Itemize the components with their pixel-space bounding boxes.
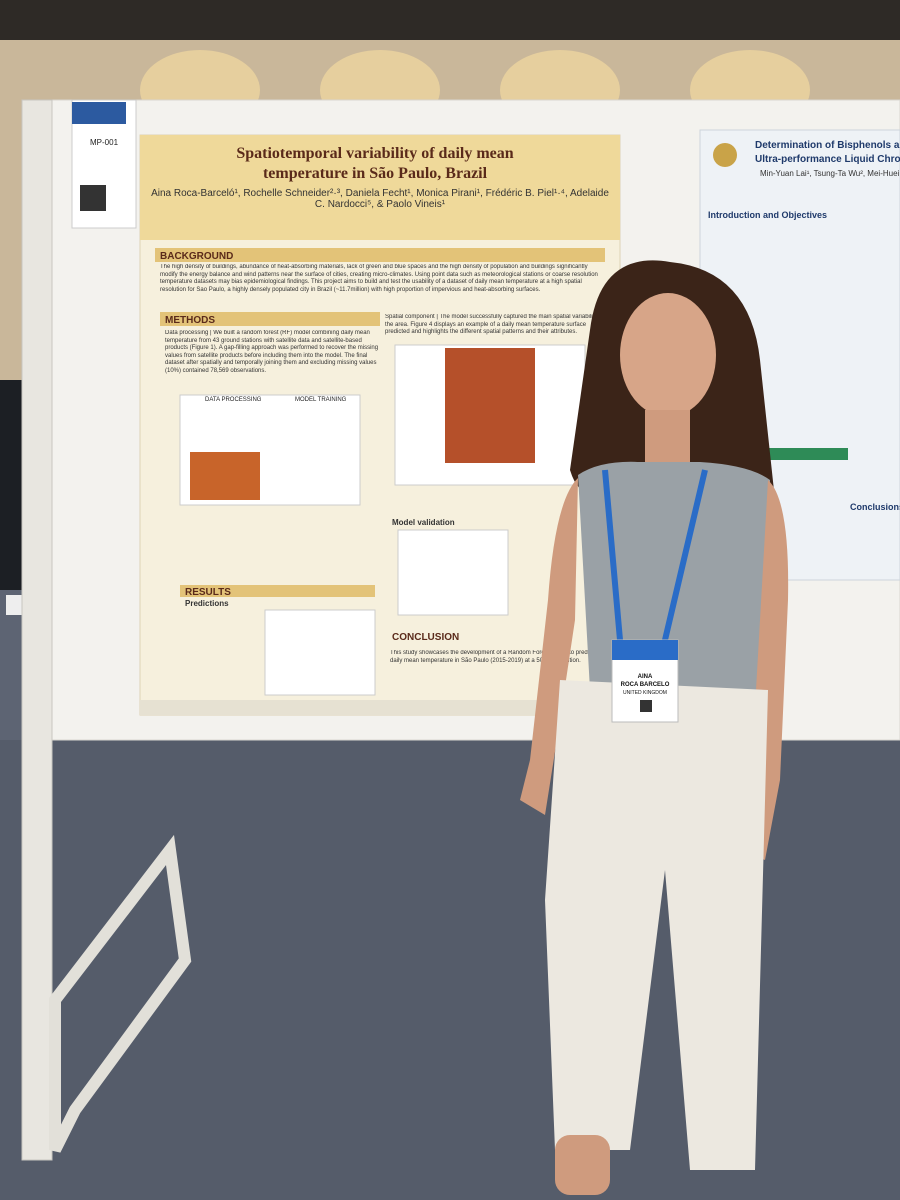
- subheading: Predictions: [185, 599, 229, 608]
- poster-footer: [140, 700, 620, 715]
- figure-label: DATA PROCESSING: [205, 397, 262, 403]
- badge-name: ROCA BARCELO: [621, 682, 670, 688]
- section-heading: METHODS: [165, 315, 215, 326]
- arm: [520, 478, 578, 815]
- badge-name: AINA: [638, 674, 653, 680]
- figure: [397, 529, 509, 616]
- poster-title: temperature in São Paulo, Brazil: [263, 165, 488, 182]
- paragraph: Data processing | We built a random fore…: [165, 330, 379, 374]
- poster-authors-text: Aina Roca-Barceló¹, Rochelle Schneider²·…: [151, 188, 609, 210]
- paragraph: Spatial component | The model successful…: [385, 314, 604, 335]
- face: [620, 293, 716, 417]
- top: [578, 461, 770, 690]
- section-bar: [180, 585, 375, 597]
- board-id: MP-001: [90, 138, 119, 147]
- spatial-text: Spatial component | The model successful…: [385, 314, 604, 335]
- paragraph: This study showcases the development of …: [390, 650, 594, 664]
- logo: [713, 143, 737, 167]
- trousers: [545, 680, 768, 1170]
- poster-title: Spatiotemporal variability of daily mean: [236, 145, 513, 162]
- section-heading: BACKGROUND: [160, 251, 233, 262]
- section-bar: [155, 248, 605, 262]
- green-band: [768, 448, 848, 460]
- section-bar: [160, 312, 380, 326]
- neck: [645, 410, 690, 470]
- section-heading: CONCLUSION: [392, 632, 459, 643]
- poster-header: [140, 135, 620, 240]
- ceiling: [0, 0, 900, 40]
- figure: [264, 609, 376, 696]
- poster-authors: Aina Roca-Barceló¹, Rochelle Schneider²·…: [151, 188, 609, 210]
- lanyard: [602, 469, 708, 641]
- methods-text: Data processing | We built a random fore…: [165, 330, 379, 374]
- poster-2-heading: Introduction and Objectives: [708, 210, 827, 220]
- badge-country: UNITED KINGDOM: [623, 690, 667, 696]
- figure-label: MODEL TRAINING: [295, 397, 347, 403]
- poster-2-title: Ultra-performance Liquid Chromat: [755, 154, 900, 165]
- temperature-map: [445, 348, 535, 463]
- foot: [555, 1135, 610, 1195]
- section-heading: RESULTS: [185, 587, 231, 598]
- background-text: The high density of buildings, abundance…: [160, 264, 598, 293]
- board-stand: [49, 834, 192, 1153]
- badge-header: [612, 640, 678, 660]
- conclusion-text: This study showcases the development of …: [390, 650, 594, 664]
- poster-2-title: Determination of Bisphenols and Ph: [755, 140, 900, 151]
- qr-code: [80, 185, 106, 211]
- paragraph: The high density of buildings, abundance…: [160, 264, 598, 293]
- poster-2-authors: Min-Yuan Lai¹, Tsung-Ta Wu², Mei-Huei Ch: [760, 169, 900, 178]
- badge-qr: [640, 700, 652, 712]
- board-id-logo: [72, 102, 126, 124]
- board-post: [21, 99, 53, 1161]
- poster-2-heading: Conclusions: [850, 502, 900, 512]
- figure-maps: [190, 452, 260, 500]
- subheading: Model validation: [392, 518, 455, 527]
